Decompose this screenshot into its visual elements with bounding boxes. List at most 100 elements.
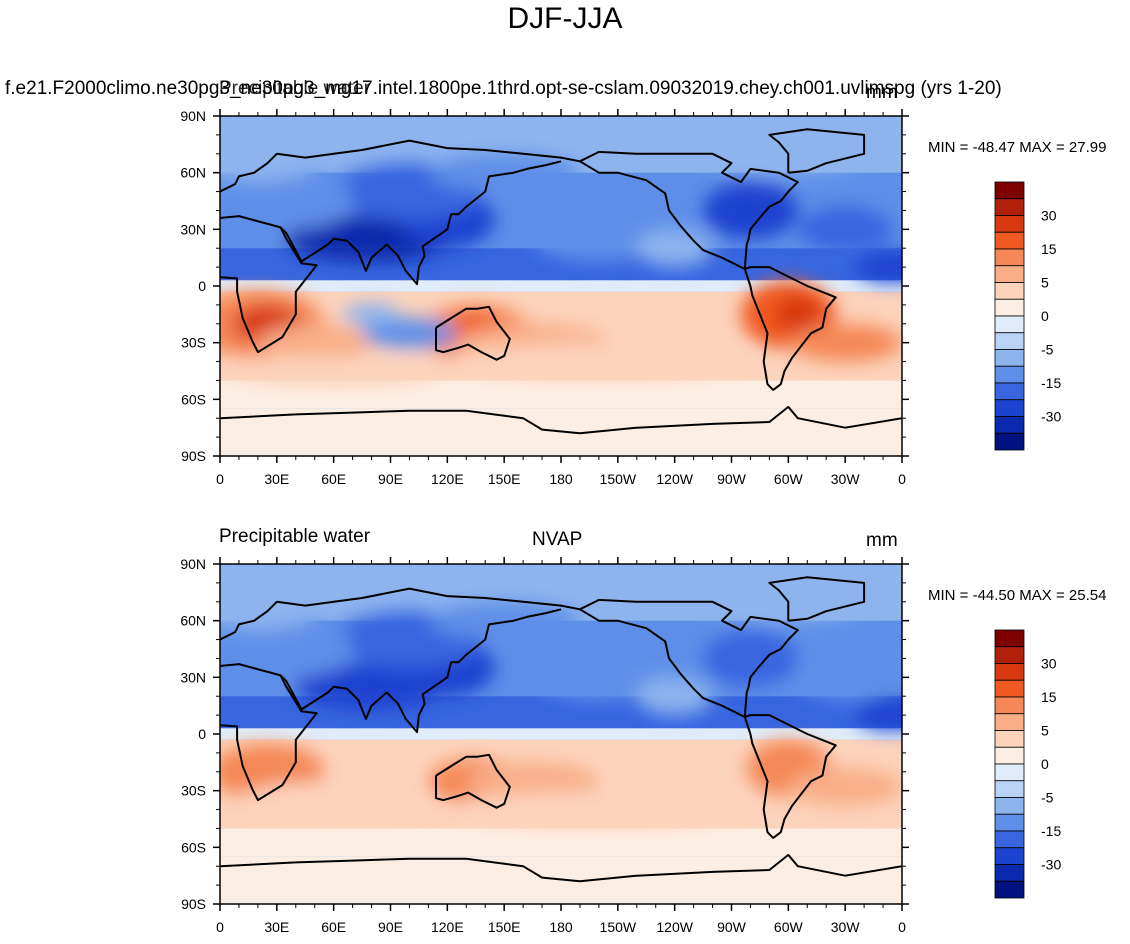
panel1-coastline xyxy=(220,139,581,193)
panel2-colorbar-swatch xyxy=(994,763,1025,782)
panel1-colorbar-swatch xyxy=(994,198,1025,216)
panel1-lon-label: 0 xyxy=(216,471,224,487)
panel1-lon-label: 90E xyxy=(378,471,403,487)
panel1-variable-label: Precipitable water xyxy=(219,78,371,99)
panel1-lat-label: 60N xyxy=(180,165,206,181)
panel1-colorbar-label: 15 xyxy=(1041,241,1057,257)
panel2-lon-label: 180 xyxy=(549,919,573,935)
panel2-lon-label: 30W xyxy=(831,919,861,935)
panel2-band xyxy=(220,728,902,740)
panel2-coastline xyxy=(220,853,902,883)
panel2-colorbar-swatch xyxy=(994,730,1025,748)
panel1-colorbar-label: 5 xyxy=(1041,275,1049,291)
panel2-colorbar-swatch xyxy=(994,713,1025,731)
panel1-field-blob xyxy=(343,303,400,326)
panel1-field-blob xyxy=(257,323,372,362)
panel1-coastline xyxy=(743,266,837,391)
panel1-lat-label: 30N xyxy=(180,221,206,237)
panel1-field-blob xyxy=(362,318,457,349)
panel1-coastline xyxy=(579,150,799,270)
panel1-minmax: MIN = -48.47 MAX = 27.99 xyxy=(928,139,1107,156)
panel2-colorbar-swatch xyxy=(994,864,1025,882)
panel2-colorbar-swatch xyxy=(994,847,1025,865)
panel1-lat-label: 30S xyxy=(181,335,206,351)
panel2-colorbar-swatch xyxy=(994,813,1025,832)
panel1-lon-label: 90W xyxy=(717,471,747,487)
panel2-lat-label: 30N xyxy=(180,669,206,685)
panel2-lat-label: 60N xyxy=(180,613,206,629)
panel1-case-label: f.e21.F2000climo.ne30pg3_ne30pg3_mg17.in… xyxy=(5,78,1002,99)
panel2-field-blob xyxy=(703,630,798,687)
panel1-colorbar-swatch xyxy=(994,181,1025,200)
panel1-coastline xyxy=(220,215,318,354)
panel2-lon-label: 30E xyxy=(264,919,289,935)
panel2-coastline xyxy=(279,608,562,734)
panel2-field-blob xyxy=(238,620,353,678)
panel2-variable-label: Precipitable water xyxy=(219,526,371,547)
panel1-lon-label: 60W xyxy=(774,471,804,487)
panel2-coastline xyxy=(220,663,318,802)
panel2-colorbar-swatch xyxy=(994,646,1025,664)
panel2-field-blob xyxy=(854,700,902,731)
panel1-coastlines xyxy=(220,128,902,435)
panel2-lon-label: 0 xyxy=(216,919,224,935)
panel2-lon-label: 150W xyxy=(600,919,637,935)
panel2-band xyxy=(220,828,902,857)
panel1-colorbar-swatch xyxy=(994,399,1025,417)
panel2-coastline xyxy=(743,714,837,839)
panel2-lon-label: 150E xyxy=(488,919,521,935)
panel1-colorbar-swatch xyxy=(994,315,1025,334)
panel1-lat-label: 90N xyxy=(180,108,206,124)
panel1-lon-label: 30E xyxy=(264,471,289,487)
panel2-colorbar-swatch xyxy=(994,663,1025,681)
panel1-colorbar-swatch xyxy=(994,332,1025,350)
panel2-lat-label: 60S xyxy=(181,839,206,855)
panel2-lon-label: 90W xyxy=(717,919,747,935)
panel2-colorbar-swatch xyxy=(994,679,1025,698)
panel1-colorbar-label: -5 xyxy=(1041,342,1054,358)
panel2-minmax: MIN = -44.50 MAX = 25.54 xyxy=(928,587,1107,604)
panel1-colorbar-swatch xyxy=(994,248,1025,267)
panel2-colorbar-swatch xyxy=(994,880,1025,899)
panel2-lon-label: 60W xyxy=(774,919,804,935)
panel2-lon-label: 120W xyxy=(656,919,693,935)
main-title: DJF-JJA xyxy=(507,2,623,35)
panel2-lon-label: 120E xyxy=(431,919,464,935)
panel1-coastline xyxy=(279,160,562,286)
panel1-lon-label: 120W xyxy=(656,471,693,487)
panel1-lon-label: 30W xyxy=(831,471,861,487)
panel2-lat-label: 90S xyxy=(181,896,206,912)
panel1-colorbar-swatch xyxy=(994,382,1025,401)
panel1-lon-label: 60E xyxy=(321,471,346,487)
panel2-field xyxy=(220,564,902,904)
panel1-field-blob xyxy=(854,252,902,283)
panel2-colorbar-swatch xyxy=(994,780,1025,798)
panel2-coastline xyxy=(220,587,581,641)
panel2-coastline xyxy=(435,753,511,809)
panel1-coastline xyxy=(220,405,902,435)
panel2-field-blob xyxy=(220,592,315,631)
panel2-colorbar-swatch xyxy=(994,797,1025,815)
panel1-colorbar-label: -15 xyxy=(1041,375,1061,391)
panel1-colorbar-label: 0 xyxy=(1041,308,1049,324)
panel2-colorbar-label: 5 xyxy=(1041,723,1049,739)
panel1-field-blob xyxy=(532,216,666,262)
panel1-field-blob xyxy=(636,229,713,268)
panel1-lon-label: 150E xyxy=(488,471,521,487)
panel1-field-blob xyxy=(238,172,353,230)
panel1-lat-label: 90S xyxy=(181,448,206,464)
panel2-colorbar-label: 15 xyxy=(1041,689,1057,705)
panel2-field-blob xyxy=(428,601,580,640)
panel2-colorbar-swatch xyxy=(994,629,1025,648)
panel2-colorbar-swatch xyxy=(994,746,1025,765)
panel1-field-blob xyxy=(788,323,902,362)
panel2-field-blob xyxy=(447,790,751,829)
panel2-field-blob xyxy=(636,677,713,716)
panel1-blobs xyxy=(220,134,902,387)
panel1-field-blob xyxy=(428,153,580,192)
panel1-colorbar-swatch xyxy=(994,298,1025,317)
panel1-field-blob xyxy=(775,295,821,334)
panel2-coastlines xyxy=(220,576,902,883)
panel2-coastline xyxy=(768,576,866,622)
